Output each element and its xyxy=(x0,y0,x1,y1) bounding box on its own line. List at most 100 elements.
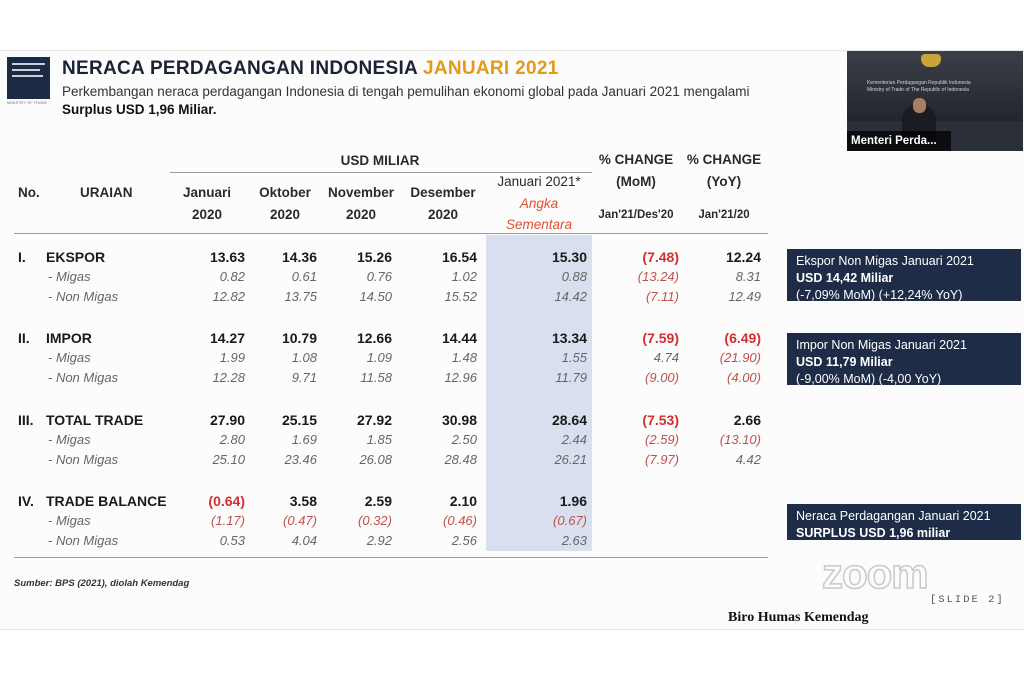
header-rule xyxy=(14,233,768,234)
logo-caption: MINISTRY OF TRADE xyxy=(7,100,48,105)
sub-table-cell: 14.50 xyxy=(359,289,392,304)
col-header-jan2020: Januari 2020 xyxy=(182,185,232,222)
row-label: IMPOR xyxy=(46,330,92,346)
highlight-column xyxy=(486,235,592,551)
table-cell: 14.27 xyxy=(209,330,245,346)
row-number: I. xyxy=(18,249,26,265)
sub-table-cell: (0.67) xyxy=(553,513,587,528)
participant-name-label: Menteri Perda... xyxy=(847,131,951,151)
sub-table-cell: 11.58 xyxy=(360,370,392,385)
col-header-no: No. xyxy=(18,185,40,200)
table-bottom-rule xyxy=(14,557,768,558)
col-header-yoy-period: Jan'21/20 xyxy=(698,209,750,221)
table-cell: 16.54 xyxy=(441,249,477,265)
sub-table-cell: 15.52 xyxy=(444,289,477,304)
sub-table-cell: 1.55 xyxy=(561,350,587,365)
row-number: III. xyxy=(18,412,34,428)
sub-row-label: - Non Migas xyxy=(48,289,119,304)
sub-row-label: - Non Migas xyxy=(48,452,119,467)
sub-table-cell: 0.53 xyxy=(219,533,245,548)
video-tile[interactable]: Kementerian Perdagangan Republik Indones… xyxy=(847,51,1023,151)
sub-table-cell: (0.32) xyxy=(358,513,392,528)
table-cell: 2.59 xyxy=(364,493,392,509)
table-cell: (6.49) xyxy=(724,330,761,346)
sub-table-cell: (7.11) xyxy=(646,289,679,304)
col-header-okt2020: Oktober 2020 xyxy=(259,185,311,222)
table-cell: 1.96 xyxy=(559,493,587,509)
sub-table-cell: 1.08 xyxy=(291,350,317,365)
sub-table-cell: (13.24) xyxy=(637,269,679,284)
sub-table-cell: 12.28 xyxy=(212,370,245,385)
col-header-jan2021: Januari 2021* xyxy=(497,174,581,189)
sub-table-cell: 23.46 xyxy=(284,452,317,467)
table-cell: 25.15 xyxy=(281,412,317,428)
sub-table-cell: 14.42 xyxy=(554,289,587,304)
sub-table-cell: 9.71 xyxy=(291,370,317,385)
table-cell: 12.66 xyxy=(356,330,392,346)
col-header-uraian: URAIAN xyxy=(80,185,133,200)
sub-table-cell: (2.59) xyxy=(645,432,679,447)
sub-table-cell: 26.21 xyxy=(554,452,587,467)
group-header: USD MILIAR xyxy=(340,153,420,168)
sub-table-cell: 2.50 xyxy=(451,432,477,447)
sub-table-cell: (9.00) xyxy=(645,370,679,385)
sub-row-label: - Migas xyxy=(48,513,91,528)
sub-table-cell: 1.09 xyxy=(366,350,392,365)
table-cell: 2.66 xyxy=(733,412,761,428)
row-label: TRADE BALANCE xyxy=(46,493,167,509)
sub-table-cell: 2.63 xyxy=(561,533,587,548)
sub-table-cell: 4.04 xyxy=(291,533,317,548)
table-cell: 27.90 xyxy=(209,412,245,428)
table-cell: 15.26 xyxy=(356,249,392,265)
slide-subtitle-bold: Surplus USD 1,96 Miliar. xyxy=(62,102,217,117)
sub-table-cell: 1.69 xyxy=(291,432,317,447)
sub-table-cell: 12.96 xyxy=(444,370,477,385)
row-label: EKSPOR xyxy=(46,249,106,265)
garuda-emblem-icon xyxy=(921,54,941,67)
row-number: II. xyxy=(18,330,30,346)
sub-table-cell: 1.99 xyxy=(219,350,245,365)
sub-table-cell: 12.49 xyxy=(728,289,761,304)
sub-row-label: - Migas xyxy=(48,269,91,284)
sub-table-cell: 4.74 xyxy=(653,350,679,365)
sub-table-cell: (13.10) xyxy=(719,432,761,447)
table-cell: 30.98 xyxy=(441,412,477,428)
table-cell: 3.58 xyxy=(289,493,317,509)
speaker-face xyxy=(913,98,926,113)
table-cell: 13.34 xyxy=(551,330,587,346)
sub-table-cell: (7.97) xyxy=(645,452,679,467)
zoom-watermark: zoom xyxy=(821,549,929,598)
video-backdrop-text: Kementerian Perdagangan Republik Indones… xyxy=(867,80,971,93)
title-highlight: JANUARI 2021 xyxy=(422,58,559,79)
table-cell: (7.48) xyxy=(642,249,679,265)
ministry-logo xyxy=(7,57,50,99)
sub-row-label: - Non Migas xyxy=(48,370,119,385)
sub-table-cell: 11.79 xyxy=(555,370,587,385)
col-header-mom-period: Jan'21/Des'20 xyxy=(598,209,674,221)
note-neraca-perdagangan: Neraca Perdagangan Januari 2021 SURPLUS U… xyxy=(787,504,1021,540)
sub-table-cell: 2.92 xyxy=(366,533,392,548)
table-cell: 10.79 xyxy=(281,330,317,346)
col-header-nov2020: November 2020 xyxy=(327,185,395,222)
table-cell: 28.64 xyxy=(551,412,587,428)
table-cell: (0.64) xyxy=(208,493,245,509)
sub-table-cell: 0.61 xyxy=(291,269,317,284)
source-note: Sumber: BPS (2021), diolah Kemendag xyxy=(14,578,190,589)
sub-table-cell: 1.02 xyxy=(451,269,477,284)
sub-table-cell: 4.42 xyxy=(735,452,761,467)
col-header-mom: % CHANGE (MoM) xyxy=(598,152,674,189)
sub-table-cell: 0.88 xyxy=(561,269,587,284)
table-cell: 27.92 xyxy=(356,412,392,428)
sub-table-cell: 0.82 xyxy=(219,269,245,284)
sub-table-cell: 0.76 xyxy=(366,269,392,284)
table-cell: 14.44 xyxy=(441,330,477,346)
sub-table-cell: 2.56 xyxy=(451,533,477,548)
table-cell: 15.30 xyxy=(551,249,587,265)
note-ekspor-non-migas: Ekspor Non Migas Januari 2021 USD 14,42 M… xyxy=(787,249,1021,302)
col-header-yoy: % CHANGE (YoY) xyxy=(686,152,762,189)
table-cell: (7.53) xyxy=(642,412,679,428)
table-cell: 12.24 xyxy=(725,249,761,265)
group-header-rule xyxy=(170,172,592,173)
sub-table-cell: (21.90) xyxy=(719,350,761,365)
row-number: IV. xyxy=(18,493,34,509)
